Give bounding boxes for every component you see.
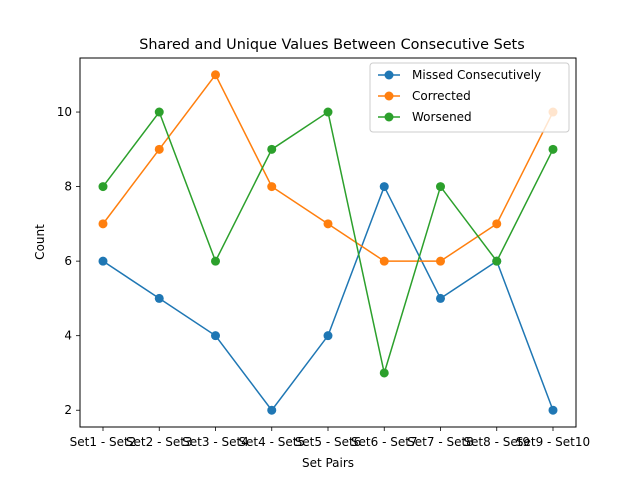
legend-swatch-marker	[384, 91, 394, 101]
x-axis-label: Set Pairs	[302, 456, 354, 470]
data-point	[548, 405, 558, 415]
y-tick-label: 8	[64, 180, 72, 194]
x-tick-label: Set3 - Set4	[182, 435, 249, 449]
x-tick-label: Set1 - Set2	[70, 435, 137, 449]
data-point	[323, 219, 333, 229]
data-point	[154, 144, 164, 154]
data-point	[379, 182, 389, 192]
legend-swatch-marker	[384, 70, 394, 80]
x-tick-label: Set2 - Set3	[126, 435, 193, 449]
y-tick-label: 4	[64, 329, 72, 343]
data-point	[492, 256, 502, 266]
data-point	[211, 70, 220, 80]
data-point	[267, 405, 277, 415]
data-point	[436, 256, 445, 266]
legend-entry-label: Missed Consecutively	[412, 68, 541, 82]
data-point	[154, 107, 164, 117]
data-point	[98, 182, 108, 192]
x-tick-label: Set8 - Set9	[463, 435, 530, 449]
data-point	[379, 256, 389, 266]
data-point	[98, 256, 108, 266]
data-point	[211, 331, 220, 341]
data-point	[323, 331, 333, 341]
data-point	[267, 182, 277, 192]
data-point	[154, 293, 164, 303]
y-axis-label: Count	[33, 224, 47, 260]
x-tick-label: Set4 - Set5	[238, 435, 305, 449]
x-tick-label: Set5 - Set6	[295, 435, 362, 449]
data-point	[436, 182, 445, 192]
data-point	[548, 144, 558, 154]
legend-entry-label: Worsened	[412, 110, 472, 124]
x-tick-label: Set6 - Set7	[351, 435, 418, 449]
legend-entry-label: Corrected	[412, 89, 471, 103]
x-tick-label: Set9 - Set10	[516, 435, 590, 449]
data-point	[98, 219, 108, 229]
data-point	[492, 219, 502, 229]
chart-title: Shared and Unique Values Between Consecu…	[139, 37, 524, 53]
legend-box	[369, 62, 570, 133]
y-axis: 2 4 6 8 10	[57, 105, 80, 417]
y-tick-label: 2	[64, 403, 72, 417]
data-point	[323, 107, 333, 117]
data-point	[379, 368, 389, 378]
data-point	[436, 293, 445, 303]
y-tick-label: 6	[64, 254, 72, 268]
x-tick-label: Set7 - Set8	[407, 435, 474, 449]
data-point	[267, 144, 277, 154]
legend-swatch-marker	[384, 112, 394, 122]
y-tick-label: 10	[57, 105, 72, 119]
legend: Missed Consecutively Corrected Worsened	[369, 62, 570, 133]
data-point	[211, 256, 220, 266]
